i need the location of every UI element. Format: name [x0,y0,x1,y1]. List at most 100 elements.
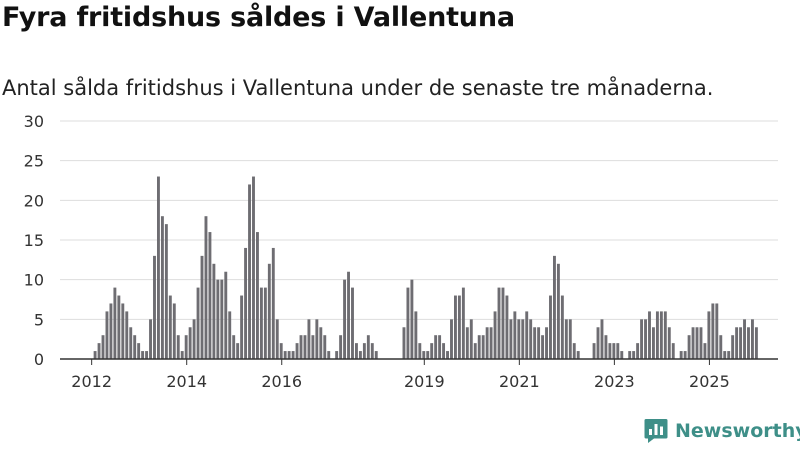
bar [648,311,651,359]
bar [335,351,339,359]
bar [505,295,509,359]
bar-chart: 0510152025304201220142016201920212023202… [24,0,779,391]
bar [141,351,145,359]
bar [351,287,354,359]
y-tick-label: 15 [24,231,44,250]
bar [153,255,156,359]
x-tick-label: 2019 [404,372,445,391]
bar [751,319,754,359]
bar [707,311,711,359]
bar [406,287,410,359]
bar [295,343,299,359]
bar [184,335,188,359]
bar [513,311,517,359]
bar [473,343,477,359]
bar [244,247,248,359]
bar [133,335,137,359]
bar [529,319,533,359]
bar [374,351,378,359]
bar [683,351,687,359]
bar [366,335,370,359]
bar [442,343,446,359]
y-tick-label: 5 [34,310,44,329]
brand-name: Newsworthy [675,420,800,442]
bar [283,351,287,359]
bar [533,327,537,359]
bar [168,295,172,359]
bar [703,343,707,359]
bar [176,335,180,359]
bar [208,232,212,359]
bar [695,327,699,359]
bar [640,319,644,359]
x-tick-label: 2012 [71,372,112,391]
bar [275,319,279,359]
bar [727,351,731,359]
bar [667,327,671,359]
bar [612,343,616,359]
bar [454,295,457,359]
y-tick-label: 20 [24,191,44,210]
bar [620,351,624,359]
bar [259,287,263,359]
bar [628,351,632,359]
chart-subtitle: Antal sålda fritidshus i Vallentuna unde… [2,76,714,100]
bar [553,255,556,359]
bar [117,295,121,359]
bar [228,311,232,359]
bar [600,319,604,359]
bar [461,287,465,359]
bar [252,176,255,359]
bar [362,343,366,359]
bar [604,335,608,359]
highlight-value-label: 4 [767,0,778,5]
bar [422,351,426,359]
bar [97,343,101,359]
newsworthy-logo-icon [644,419,668,443]
bar [541,335,545,359]
bar [465,327,469,359]
bar [493,311,497,359]
bar [699,327,703,359]
bar [560,295,564,359]
y-tick-label: 25 [24,152,44,171]
bar [608,343,612,359]
bar [113,287,117,359]
bar [121,303,125,359]
bar [418,343,422,359]
bar [347,271,350,359]
bar [303,335,307,359]
bar [224,271,228,359]
x-tick-label: 2023 [594,372,635,391]
y-tick-label: 30 [24,112,44,131]
bar [434,335,438,359]
bar [481,335,485,359]
y-tick-label: 10 [24,271,44,290]
bar [719,335,723,359]
bar [691,327,695,359]
bar [220,279,224,359]
bar [164,224,168,359]
bar [192,319,196,359]
bar [157,176,160,359]
bar [644,319,647,359]
bar [105,311,109,359]
bar [743,319,746,359]
bar [339,335,343,359]
bar [248,184,251,359]
x-tick-label: 2014 [166,372,207,391]
bar [438,335,442,359]
bar [501,287,505,359]
bar [232,335,236,359]
bar [370,343,374,359]
bar [735,327,739,359]
bar [145,351,149,359]
bar [457,295,461,359]
bar [101,335,105,359]
bar [687,335,691,359]
bar [632,351,636,359]
bar [204,216,208,359]
y-tick-label: 0 [34,350,44,369]
bar [679,351,683,359]
bar [315,319,319,359]
